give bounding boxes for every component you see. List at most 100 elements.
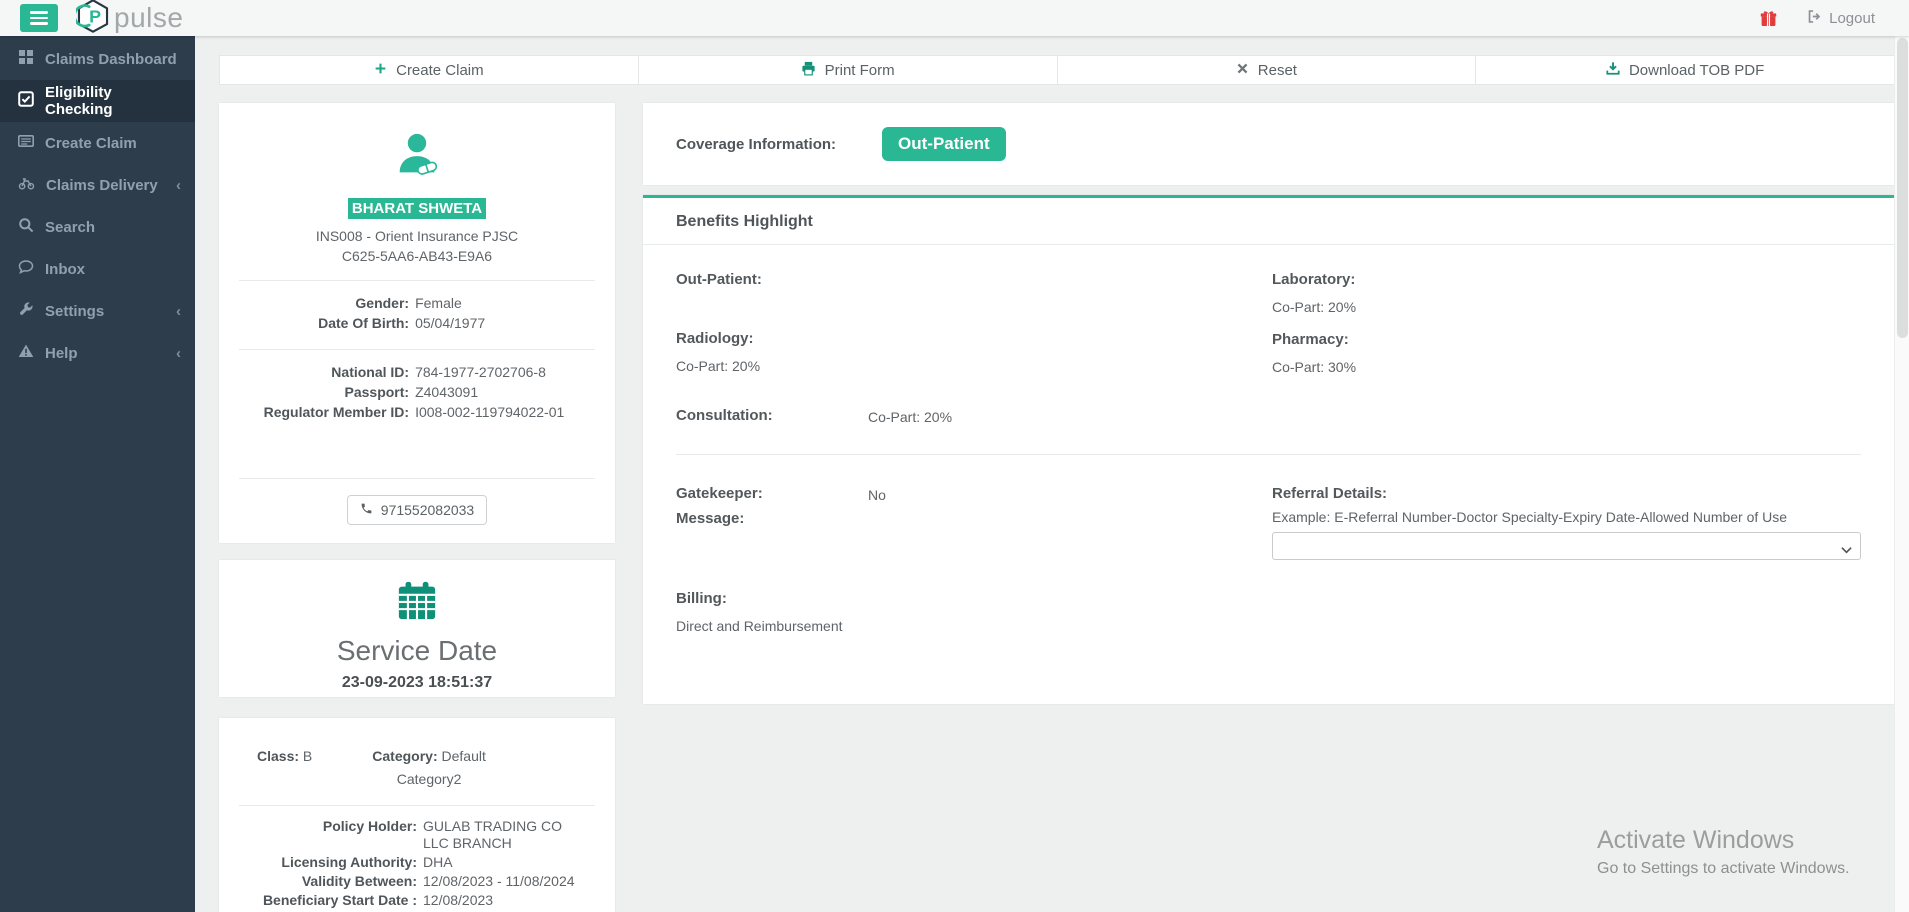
policy-holder-label: Policy Holder: — [322, 818, 417, 834]
sidebar-item-label: Eligibility Checking — [45, 84, 113, 118]
passport-value: Z4043091 — [415, 384, 479, 400]
sidebar-item-search[interactable]: Search — [0, 206, 195, 248]
patient-name: BHARAT SHWETA — [347, 198, 487, 219]
sidebar-item-label: Settings — [45, 302, 105, 320]
dob-value: 05/04/1977 — [415, 315, 486, 331]
sidebar-item-help[interactable]: Help ‹ — [0, 332, 195, 374]
phone-button[interactable]: 971552082033 — [346, 495, 488, 525]
logout-label: Logout — [1829, 9, 1875, 27]
class-label: Class: — [257, 748, 300, 764]
policy-holder-value: GULAB TRADING CO LLC BRANCH — [423, 818, 562, 851]
sidebar-item-create-claim[interactable]: Create Claim — [0, 122, 195, 164]
gift-icon[interactable] — [1760, 10, 1777, 27]
pharmacy-label: Pharmacy: — [1272, 331, 1349, 348]
watermark-line2: Go to Settings to activate Windows. — [1597, 860, 1850, 877]
delivery-bicycle-icon — [18, 175, 35, 195]
policy-details: Policy Holder: GULAB TRADING CO LLC BRANC… — [219, 818, 615, 909]
print-form-button[interactable]: Print Form — [637, 55, 1058, 85]
gender-label: Gender: — [355, 295, 410, 311]
chat-icon — [18, 259, 34, 279]
search-icon — [18, 217, 34, 237]
phone-icon — [360, 502, 373, 518]
benefits-header: Benefits Highlight — [643, 198, 1894, 245]
radiology-value: Co-Part: 20% — [676, 358, 761, 374]
consultation-label: Consultation: — [676, 407, 773, 424]
billing-value: Direct and Reimbursement — [676, 618, 843, 634]
wrench-icon — [18, 301, 34, 321]
top-header: P pulse Logout — [0, 0, 1909, 36]
radiology-label: Radiology: — [676, 330, 754, 347]
benefit-gatekeeper: Gatekeeper: No — [676, 485, 1272, 504]
passport-label: Passport: — [344, 384, 410, 400]
phone-number: 971552082033 — [380, 502, 475, 518]
chevron-left-icon: ‹ — [176, 344, 181, 362]
logout-icon — [1807, 9, 1822, 28]
laboratory-value: Co-Part: 20% — [1272, 299, 1357, 315]
sidebar-item-claims-delivery[interactable]: Claims Delivery ‹ — [0, 164, 195, 206]
message-label: Message: — [676, 510, 745, 527]
chevron-left-icon: ‹ — [176, 176, 181, 194]
patient-person-icon — [219, 129, 615, 186]
chevron-left-icon: ‹ — [176, 302, 181, 320]
hamburger-menu-button[interactable] — [20, 4, 58, 32]
sidebar-item-label: Search — [45, 218, 96, 236]
reset-button[interactable]: Reset — [1056, 55, 1477, 85]
benefit-consultation: Consultation: Co-Part: 20% — [676, 407, 1272, 426]
action-toolbar: Create Claim Print Form Reset Download T… — [219, 55, 1895, 85]
sidebar-item-settings[interactable]: Settings ‹ — [0, 290, 195, 332]
out-patient-label: Out-Patient: — [676, 271, 762, 288]
category-label: Category: — [372, 748, 438, 764]
download-tob-pdf-button[interactable]: Download TOB PDF — [1475, 55, 1895, 85]
patient-ids: National ID: 784-1977-2702706-8 Passport:… — [219, 362, 615, 422]
sidebar-item-label: Help — [45, 344, 78, 362]
grid-icon — [18, 49, 34, 69]
gatekeeper-value: No — [868, 487, 886, 503]
benefit-radiology: Radiology: Co-Part: 20% — [676, 330, 1272, 375]
sidebar-item-label: Create Claim — [45, 134, 137, 152]
benefits-title: Benefits Highlight — [676, 213, 813, 230]
scrollbar-thumb[interactable] — [1897, 38, 1908, 338]
warning-icon — [18, 343, 34, 363]
coverage-information-card: Coverage Information: Out-Patient — [643, 103, 1894, 185]
benefits-highlight-card: Benefits Highlight Out-Patient: Radiolog… — [643, 195, 1894, 704]
regulator-id-value: I008-002-119794022-01 — [415, 404, 565, 420]
logout-button[interactable]: Logout — [1807, 9, 1875, 28]
sidebar-item-label: Inbox — [45, 260, 85, 278]
coverage-information-label: Coverage Information: — [676, 135, 837, 153]
vertical-scrollbar[interactable] — [1894, 36, 1909, 912]
policy-info-card: Class: B Category: Default Category2 Pol… — [219, 718, 615, 912]
create-claim-button[interactable]: Create Claim — [219, 55, 639, 85]
referral-example-text: Example: E-Referral Number-Doctor Specia… — [1272, 509, 1788, 525]
referral-details-label: Referral Details: — [1272, 485, 1388, 502]
beneficiary-start-value: 12/08/2023 — [423, 892, 494, 908]
activate-windows-watermark: Activate Windows Go to Settings to activ… — [1597, 826, 1850, 878]
sidebar: Claims Dashboard Eligibility Checking Cr… — [0, 36, 195, 912]
referral-select[interactable] — [1272, 532, 1861, 560]
gatekeeper-label: Gatekeeper: — [676, 485, 763, 502]
validity-between-label: Validity Between: — [301, 873, 417, 889]
logo-text: pulse — [114, 2, 184, 33]
regulator-id-label: Regulator Member ID: — [263, 404, 410, 420]
sidebar-item-claims-dashboard[interactable]: Claims Dashboard — [0, 38, 195, 80]
licensing-authority-value: DHA — [423, 854, 453, 870]
form-icon — [18, 133, 34, 153]
svg-text:P: P — [89, 6, 101, 26]
coverage-badge: Out-Patient — [882, 127, 1006, 161]
patient-card-id: C625-5AA6-AB43-E9A6 — [341, 248, 493, 264]
sidebar-item-label: Claims Dashboard — [45, 50, 177, 68]
benefit-out-patient: Out-Patient: — [676, 271, 1272, 289]
class-value: B — [302, 748, 313, 764]
service-date-card: Service Date 23-09-2023 18:51:37 — [219, 560, 615, 697]
national-id-value: 784-1977-2702706-8 — [415, 364, 546, 380]
plus-icon — [374, 62, 387, 79]
calendar-icon — [219, 580, 615, 627]
licensing-authority-label: Licensing Authority: — [281, 854, 417, 870]
billing-label: Billing: — [676, 590, 727, 607]
pharmacy-value: Co-Part: 30% — [1272, 359, 1357, 375]
pulse-hexagon-logo-icon: P — [73, 0, 110, 38]
sidebar-item-inbox[interactable]: Inbox — [0, 248, 195, 290]
sidebar-item-eligibility-checking[interactable]: Eligibility Checking — [0, 80, 195, 122]
check-square-icon — [18, 91, 34, 111]
validity-between-value: 12/08/2023 - 11/08/2024 — [423, 873, 575, 889]
sidebar-item-label: Claims Delivery — [46, 176, 158, 194]
